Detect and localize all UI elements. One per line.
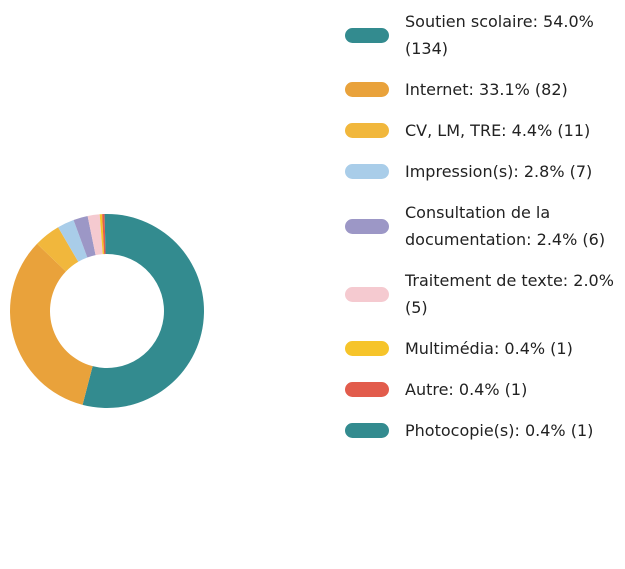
legend-label: Soutien scolaire: 54.0% (134)	[405, 12, 594, 58]
legend-item: Internet: 33.1% (82)	[345, 76, 623, 103]
legend-swatch	[345, 286, 389, 302]
legend-swatch	[345, 123, 389, 138]
donut-segment	[37, 227, 79, 272]
legend-item: Consultation de la documentation: 2.4% (…	[345, 199, 623, 253]
donut-segment	[104, 214, 107, 255]
legend-swatch	[345, 218, 389, 234]
donut-segment	[102, 214, 106, 255]
legend-swatch	[345, 82, 389, 97]
legend-swatch	[345, 27, 389, 43]
legend-swatch	[345, 423, 389, 438]
donut-segment	[82, 214, 205, 409]
legend-label: Multimédia: 0.4% (1)	[405, 339, 573, 358]
legend-item: Photocopie(s): 0.4% (1)	[345, 417, 623, 444]
donut-segment	[10, 243, 93, 405]
legend-label: Internet: 33.1% (82)	[405, 80, 568, 99]
legend: Soutien scolaire: 54.0% (134) Internet: 3…	[345, 8, 623, 444]
donut-segment	[73, 215, 96, 258]
donut	[10, 214, 205, 409]
legend-item: Soutien scolaire: 54.0% (134)	[345, 8, 623, 62]
donut-segment	[58, 219, 88, 262]
legend-label: Consultation de la documentation: 2.4% (…	[405, 203, 606, 249]
legend-swatch	[345, 382, 389, 397]
legend-label: Impression(s): 2.8% (7)	[405, 162, 593, 181]
legend-swatch	[345, 164, 389, 179]
legend-item: Traitement de texte: 2.0% (5)	[345, 267, 623, 321]
legend-swatch	[345, 341, 389, 356]
donut-segment	[99, 214, 105, 255]
legend-item: Autre: 0.4% (1)	[345, 376, 623, 403]
legend-label: Photocopie(s): 0.4% (1)	[405, 421, 594, 440]
legend-item: CV, LM, TRE: 4.4% (11)	[345, 117, 623, 144]
legend-label: Autre: 0.4% (1)	[405, 380, 528, 399]
legend-label: CV, LM, TRE: 4.4% (11)	[405, 121, 591, 140]
legend-item: Impression(s): 2.8% (7)	[345, 158, 623, 185]
legend-label: Traitement de texte: 2.0% (5)	[405, 271, 614, 317]
legend-item: Multimédia: 0.4% (1)	[345, 335, 623, 362]
donut-segment	[87, 214, 103, 256]
